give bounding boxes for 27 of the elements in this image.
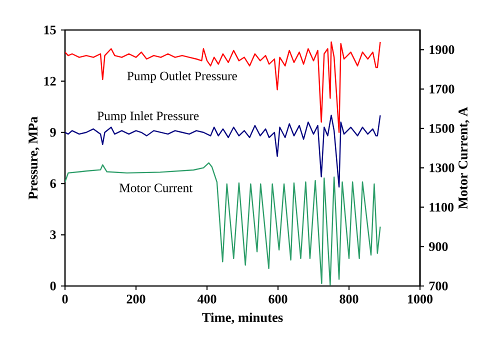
y2-tick-label: 1100 xyxy=(430,202,454,212)
y-tick-label: 9 xyxy=(50,128,56,137)
x-tick-label: 0 xyxy=(62,294,68,304)
y2-axis-title: Motor Current, A xyxy=(458,106,470,209)
x-tick-label: 400 xyxy=(197,294,216,304)
y-tick-label: 6 xyxy=(50,179,56,188)
y2-tick-label: 1700 xyxy=(430,84,454,94)
y2-tick-label: 1500 xyxy=(430,124,454,133)
y2-tick-label: 900 xyxy=(429,242,448,251)
x-tick-label: 200 xyxy=(126,294,146,304)
x-tick-label: 1000 xyxy=(408,294,433,304)
y2-tick-label: 700 xyxy=(429,282,448,290)
y-tick-label: 12 xyxy=(44,76,56,86)
series-label: Pump Outlet Pressure xyxy=(127,71,237,83)
y-axis-title: Pressure, MPa xyxy=(28,116,40,200)
line-series xyxy=(65,41,381,133)
y-tick-label: 0 xyxy=(50,282,56,290)
y2-tick-label: 1300 xyxy=(430,163,454,172)
line-series xyxy=(65,162,381,286)
y-tick-label: 15 xyxy=(44,26,56,34)
x-tick-label: 600 xyxy=(268,294,288,304)
series-label: Pump Inlet Pressure xyxy=(97,111,199,123)
x-axis-title: Time, minutes xyxy=(202,312,283,324)
y2-tick-label: 1900 xyxy=(430,45,454,54)
y-tick-label: 3 xyxy=(50,230,56,240)
series-label: Motor Current xyxy=(119,184,193,192)
x-tick-label: 800 xyxy=(340,294,358,304)
